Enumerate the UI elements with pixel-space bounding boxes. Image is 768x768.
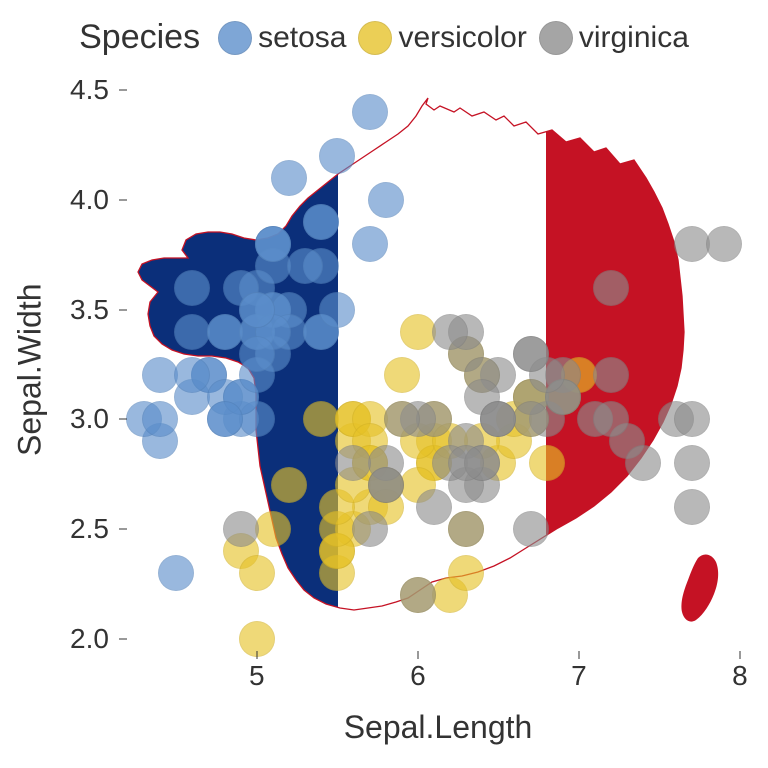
x-tick-label: 6 [410, 660, 426, 692]
data-point-versicolor [271, 467, 307, 503]
data-point-virginica [706, 226, 742, 262]
corsica [681, 555, 718, 622]
legend-item-versicolor: versicolor [358, 21, 526, 55]
data-point-virginica [513, 401, 549, 437]
legend-title: Species [79, 18, 200, 57]
data-point-versicolor [529, 445, 565, 481]
data-point-setosa [142, 357, 178, 393]
data-point-setosa [142, 401, 178, 437]
y-tick-label: 3.5 [70, 294, 109, 326]
data-point-virginica [674, 226, 710, 262]
y-axis-label: Sepal.Width [12, 90, 48, 650]
y-tick-label: 4.0 [70, 184, 109, 216]
data-point-versicolor [400, 314, 436, 350]
data-point-virginica [674, 489, 710, 525]
data-point-virginica [432, 314, 468, 350]
data-point-virginica [416, 489, 452, 525]
data-point-setosa [207, 401, 243, 437]
data-point-virginica [448, 511, 484, 547]
y-tick-mark [119, 529, 127, 530]
data-point-versicolor [303, 401, 339, 437]
data-point-setosa [255, 226, 291, 262]
x-tick-mark [739, 651, 740, 659]
y-tick-label: 3.0 [70, 403, 109, 435]
legend-label-virginica: virginica [579, 21, 689, 55]
x-tick-label: 5 [249, 660, 265, 692]
legend-item-setosa: setosa [218, 21, 346, 55]
data-point-virginica [674, 445, 710, 481]
x-tick-mark [578, 651, 579, 659]
x-axis-label: Sepal.Length [128, 709, 748, 746]
data-point-versicolor [448, 555, 484, 591]
data-point-setosa [174, 357, 210, 393]
scatter-chart: Species setosa versicolor virginica [0, 0, 768, 768]
x-tick-label: 7 [571, 660, 587, 692]
plot-area [128, 90, 748, 650]
data-point-setosa [352, 226, 388, 262]
x-tick-mark [256, 651, 257, 659]
data-point-virginica [223, 511, 259, 547]
x-tick-mark [417, 651, 418, 659]
data-point-setosa [239, 336, 275, 372]
legend-swatch-setosa [218, 21, 252, 55]
y-tick-label: 4.5 [70, 74, 109, 106]
data-point-setosa [207, 314, 243, 350]
data-point-setosa [174, 314, 210, 350]
data-point-setosa [303, 204, 339, 240]
data-point-setosa [287, 248, 323, 284]
legend-label-setosa: setosa [258, 21, 346, 55]
data-point-virginica [513, 336, 549, 372]
data-point-setosa [174, 270, 210, 306]
legend: Species setosa versicolor virginica [0, 18, 768, 57]
y-tick-label: 2.0 [70, 623, 109, 655]
x-tick-label: 8 [732, 660, 748, 692]
data-point-setosa [158, 555, 194, 591]
data-point-virginica [368, 467, 404, 503]
data-point-versicolor [255, 511, 291, 547]
data-point-virginica [593, 401, 629, 437]
data-point-setosa [319, 138, 355, 174]
legend-swatch-versicolor [358, 21, 392, 55]
y-tick-mark [119, 419, 127, 420]
y-tick-label: 2.5 [70, 513, 109, 545]
y-tick-mark [119, 309, 127, 310]
france-outline [138, 98, 684, 610]
data-point-virginica [335, 445, 371, 481]
data-point-virginica [448, 445, 484, 481]
legend-label-versicolor: versicolor [398, 21, 526, 55]
data-point-virginica [625, 445, 661, 481]
data-point-setosa [319, 292, 355, 328]
data-point-setosa [239, 292, 275, 328]
data-point-setosa [352, 94, 388, 130]
data-point-virginica [400, 577, 436, 613]
data-point-versicolor [239, 555, 275, 591]
data-point-virginica [674, 401, 710, 437]
y-tick-mark [119, 199, 127, 200]
data-point-virginica [593, 357, 629, 393]
y-tick-mark [119, 639, 127, 640]
data-point-setosa [368, 182, 404, 218]
data-point-versicolor [384, 357, 420, 393]
data-point-virginica [593, 270, 629, 306]
legend-swatch-virginica [539, 21, 573, 55]
data-point-setosa [271, 160, 307, 196]
data-point-virginica [352, 511, 388, 547]
y-tick-mark [119, 90, 127, 91]
legend-item-virginica: virginica [539, 21, 689, 55]
data-point-virginica [384, 401, 420, 437]
data-point-virginica [480, 401, 516, 437]
data-point-virginica [513, 511, 549, 547]
